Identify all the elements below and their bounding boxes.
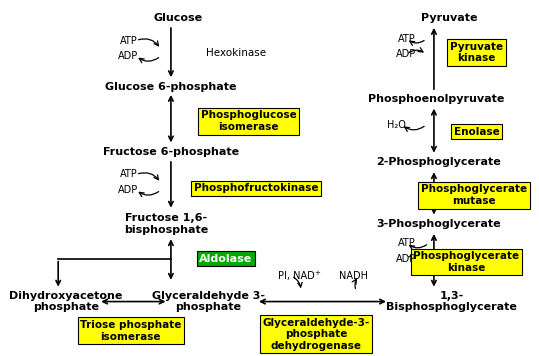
Text: Enolase: Enolase bbox=[454, 127, 499, 137]
Text: Glucose: Glucose bbox=[154, 13, 203, 23]
Text: NADH: NADH bbox=[339, 271, 368, 281]
Text: +: + bbox=[315, 270, 321, 276]
Text: 2-Phosphoglycerate: 2-Phosphoglycerate bbox=[377, 157, 501, 167]
Text: Pyruvate: Pyruvate bbox=[421, 13, 477, 23]
Text: Triose phosphate
isomerase: Triose phosphate isomerase bbox=[80, 320, 182, 341]
Text: ATP: ATP bbox=[120, 169, 137, 179]
Text: 1,3-
Bisphosphoglycerate: 1,3- Bisphosphoglycerate bbox=[386, 291, 517, 312]
Text: Phosphoenolpyruvate: Phosphoenolpyruvate bbox=[368, 94, 505, 104]
Text: ADP: ADP bbox=[118, 185, 139, 195]
Text: Dihydroxyacetone
phosphate: Dihydroxyacetone phosphate bbox=[9, 291, 122, 312]
Text: Hexokinase: Hexokinase bbox=[206, 48, 266, 58]
Text: Phosphoglycerate
kinase: Phosphoglycerate kinase bbox=[413, 251, 520, 273]
Text: H₂O: H₂O bbox=[387, 120, 406, 130]
Text: ATP: ATP bbox=[397, 34, 415, 44]
Text: Fructose 6-phosphate: Fructose 6-phosphate bbox=[103, 147, 239, 157]
Text: ATP: ATP bbox=[120, 36, 137, 46]
Text: Pyruvate
kinase: Pyruvate kinase bbox=[450, 42, 503, 63]
Text: 3-Phosphoglycerate: 3-Phosphoglycerate bbox=[377, 219, 501, 229]
Text: Phosphoglucose
isomerase: Phosphoglucose isomerase bbox=[201, 110, 296, 132]
Text: Fructose 1,6-
bisphosphate: Fructose 1,6- bisphosphate bbox=[124, 214, 208, 235]
Text: Glucose 6-phosphate: Glucose 6-phosphate bbox=[105, 82, 237, 92]
Text: Glyceraldehyde 3-
phosphate: Glyceraldehyde 3- phosphate bbox=[152, 291, 265, 312]
Text: ADP: ADP bbox=[396, 253, 417, 264]
Text: ADP: ADP bbox=[118, 51, 139, 61]
Text: ADP: ADP bbox=[396, 49, 417, 59]
Text: ATP: ATP bbox=[397, 238, 415, 248]
Text: Glyceraldehyde-3-
phosphate
dehydrogenase: Glyceraldehyde-3- phosphate dehydrogenas… bbox=[262, 318, 370, 351]
Text: Aldolase: Aldolase bbox=[199, 253, 253, 264]
Text: Phosphoglycerate
mutase: Phosphoglycerate mutase bbox=[421, 184, 527, 206]
Text: PI, NAD: PI, NAD bbox=[278, 271, 315, 281]
Text: Phosphofructokinase: Phosphofructokinase bbox=[194, 183, 319, 193]
